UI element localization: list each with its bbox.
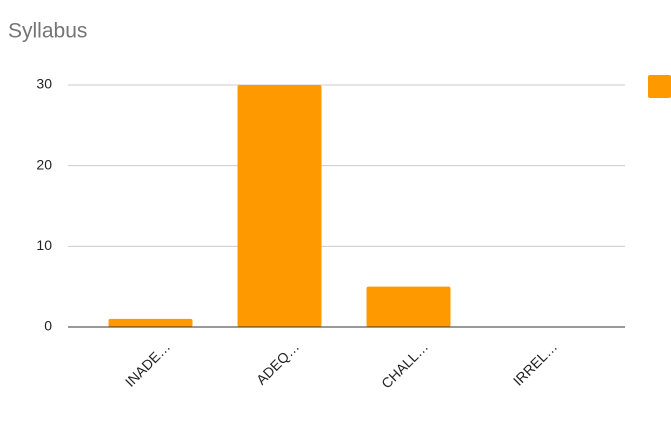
y-tick-label: 0 [44, 318, 52, 334]
bar [108, 318, 193, 327]
x-tick-label: INADE… [122, 338, 173, 389]
y-tick-label: 30 [36, 76, 52, 92]
chart-title: Syllabus [8, 20, 87, 43]
bar [237, 85, 322, 327]
bar [366, 286, 451, 327]
y-tick-label: 20 [36, 156, 52, 172]
y-tick-label: 10 [36, 237, 52, 253]
x-tick-label: IRREL… [510, 338, 560, 388]
x-tick-label: CHALL… [378, 338, 431, 391]
x-tick-label: ADEQ… [253, 338, 302, 387]
legend-swatch [648, 75, 671, 98]
